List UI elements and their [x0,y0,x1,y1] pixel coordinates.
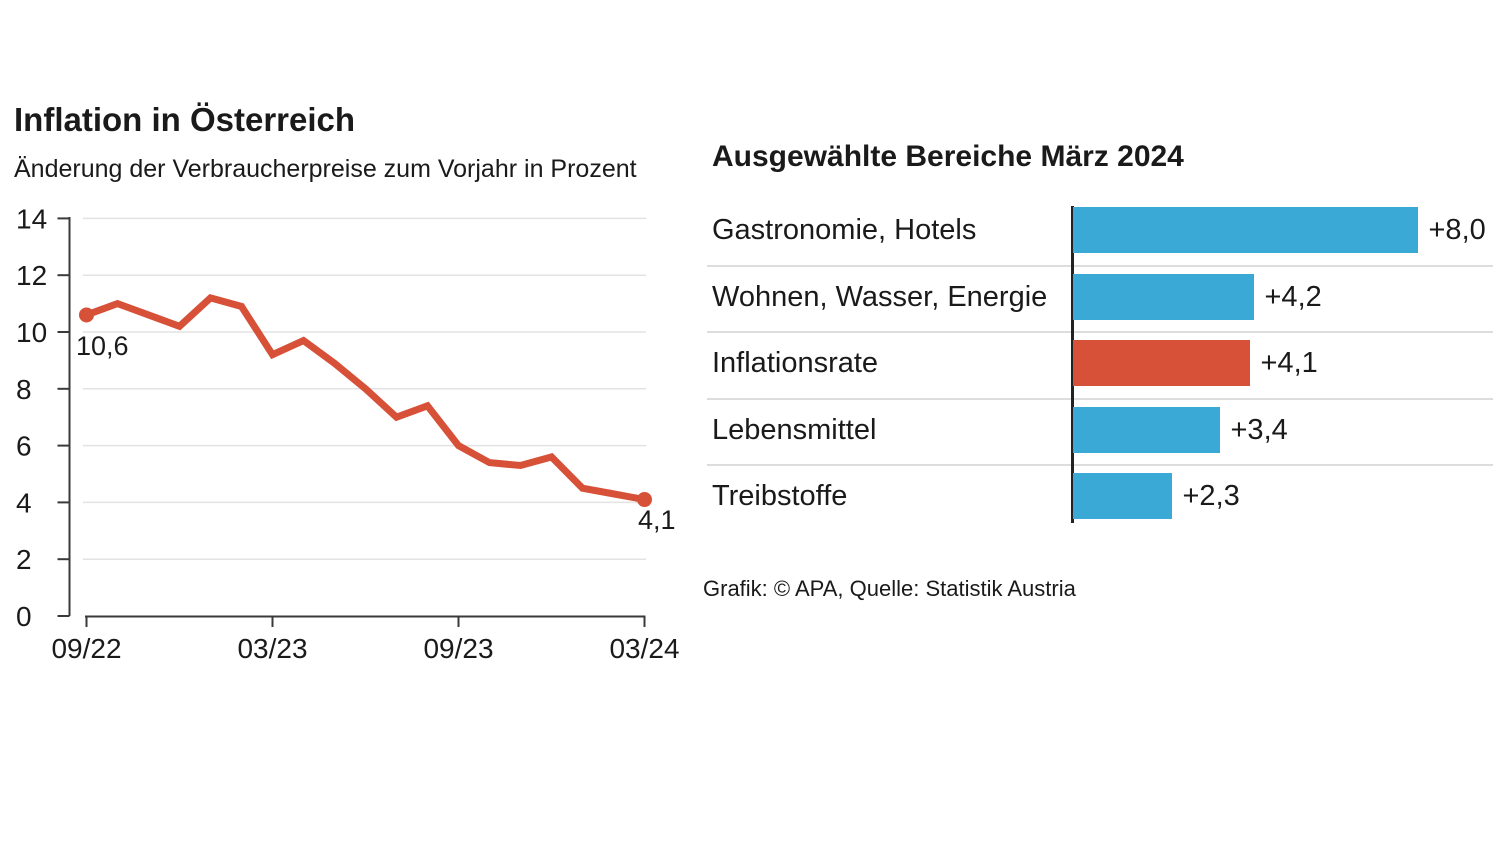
line-chart-title: Inflation in Österreich [14,101,356,138]
y-axis-tick-label: 0 [16,601,32,632]
source-credit: Grafik: © APA, Quelle: Statistik Austria [703,576,1076,601]
row-separator [707,264,1493,267]
inflation-line [85,294,646,504]
row-separator [707,464,1493,466]
bar-rect [1072,406,1220,453]
bar-rect [1072,473,1172,519]
bar-rect [1072,273,1254,320]
bar-value-label: +3,4 [1230,413,1288,446]
row-separator [707,331,1493,333]
last-point-label: 4,1 [638,505,676,535]
bar-value-label: +2,3 [1182,480,1240,512]
x-axis-tick-label: 03/23 [237,633,307,664]
x-axis-tick-label: 03/24 [609,633,679,664]
y-axis-tick-label: 12 [16,260,47,291]
bar-value-label: +4,1 [1260,347,1318,379]
y-axis-tick-label: 8 [16,374,32,405]
line-chart-svg: 0 2 4 6 8 10 12 14 09/22 03/23 09/23 03/24 10,6 4,1 [16,203,680,664]
bar-baseline-axis [1071,206,1074,523]
y-axis-tick-label: 6 [16,431,32,462]
bar-row-label: Treibstoffe [712,480,848,512]
line-chart-subtitle: Änderung der Verbraucherpreise zum Vorja… [14,155,637,183]
first-point-marker [79,307,94,323]
bar-rect [1072,207,1418,253]
bar-value-label: +8,0 [1428,214,1486,246]
bar-value-label: +4,2 [1264,280,1322,313]
row-separator [707,397,1493,400]
bar-rect [1072,340,1250,386]
x-axis-tick-label: 09/23 [423,633,493,664]
bar-row-label: Wohnen, Wasser, Energie [712,280,1048,313]
bar-row-label: Gastronomie, Hotels [712,214,977,246]
y-axis-tick-label: 10 [16,317,47,348]
y-axis-tick-label: 2 [16,544,32,575]
y-axis-tick-label: 14 [16,203,47,234]
bar-row-label: Lebensmittel [712,413,877,446]
last-point-marker [637,492,652,508]
x-axis-tick-label: 09/22 [51,633,121,664]
bar-row-label: Inflationsrate [712,347,879,379]
bar-chart-title: Ausgewählte Bereiche März 2024 [712,140,1184,173]
first-point-label: 10,6 [76,331,129,361]
y-axis-tick-label: 4 [16,487,32,518]
